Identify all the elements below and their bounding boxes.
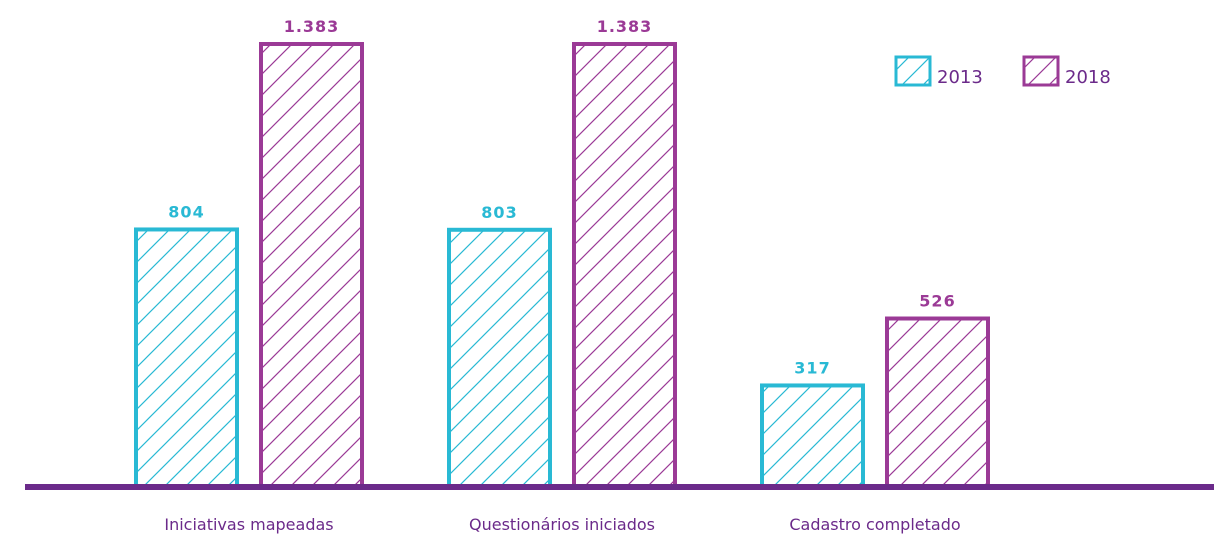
category-label: Iniciativas mapeadas <box>164 515 333 534</box>
value-label: 1.383 <box>597 17 653 36</box>
value-label: 804 <box>168 202 204 221</box>
value-label: 526 <box>919 292 955 311</box>
category-labels: Iniciativas mapeadas Questionários inicia… <box>164 515 960 534</box>
bar-2018-0 <box>259 42 364 489</box>
bars-layer <box>134 42 990 490</box>
legend: 2013 2018 <box>894 55 1111 88</box>
bar-2013-1 <box>447 227 552 490</box>
value-label: 1.383 <box>284 17 340 36</box>
value-label: 803 <box>481 203 517 222</box>
category-label: Questionários iniciados <box>469 515 655 534</box>
legend-label: 2018 <box>1065 67 1111 88</box>
category-label: Cadastro completado <box>789 515 960 534</box>
value-labels: 804 1.383 803 1.383 317 526 <box>168 17 955 377</box>
bar-2013-2 <box>760 383 865 489</box>
value-label: 317 <box>794 358 830 377</box>
legend-swatch <box>1022 55 1060 87</box>
bar-2018-2 <box>885 316 990 490</box>
bar-2013-0 <box>134 227 239 489</box>
legend-swatch <box>894 55 932 87</box>
bar-2018-1 <box>572 42 677 489</box>
legend-label: 2013 <box>937 67 983 88</box>
